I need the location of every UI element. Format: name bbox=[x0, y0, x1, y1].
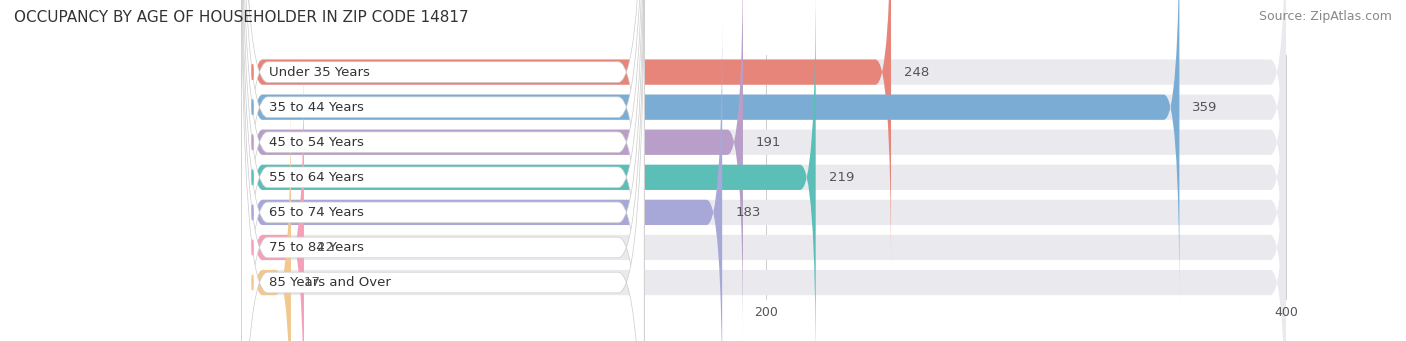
Text: 248: 248 bbox=[904, 65, 929, 78]
Text: OCCUPANCY BY AGE OF HOUSEHOLDER IN ZIP CODE 14817: OCCUPANCY BY AGE OF HOUSEHOLDER IN ZIP C… bbox=[14, 10, 468, 25]
Text: 22: 22 bbox=[316, 241, 335, 254]
FancyBboxPatch shape bbox=[242, 0, 644, 341]
Text: 183: 183 bbox=[735, 206, 761, 219]
Text: 359: 359 bbox=[1192, 101, 1218, 114]
FancyBboxPatch shape bbox=[242, 0, 644, 341]
FancyBboxPatch shape bbox=[247, 0, 1286, 341]
FancyBboxPatch shape bbox=[242, 0, 644, 341]
FancyBboxPatch shape bbox=[247, 15, 1286, 341]
Text: Source: ZipAtlas.com: Source: ZipAtlas.com bbox=[1258, 10, 1392, 23]
FancyBboxPatch shape bbox=[247, 85, 291, 341]
FancyBboxPatch shape bbox=[242, 0, 644, 341]
Text: 55 to 64 Years: 55 to 64 Years bbox=[269, 171, 364, 184]
FancyBboxPatch shape bbox=[247, 0, 1286, 305]
Text: 191: 191 bbox=[756, 136, 782, 149]
FancyBboxPatch shape bbox=[242, 0, 644, 341]
FancyBboxPatch shape bbox=[247, 85, 1286, 341]
FancyBboxPatch shape bbox=[247, 0, 891, 270]
FancyBboxPatch shape bbox=[247, 50, 1286, 341]
Text: 75 to 84 Years: 75 to 84 Years bbox=[269, 241, 364, 254]
Text: 85 Years and Over: 85 Years and Over bbox=[269, 276, 391, 289]
FancyBboxPatch shape bbox=[242, 0, 644, 341]
Text: Under 35 Years: Under 35 Years bbox=[269, 65, 370, 78]
Text: 17: 17 bbox=[304, 276, 321, 289]
FancyBboxPatch shape bbox=[247, 0, 1286, 270]
FancyBboxPatch shape bbox=[242, 0, 644, 341]
Text: 65 to 74 Years: 65 to 74 Years bbox=[269, 206, 364, 219]
FancyBboxPatch shape bbox=[247, 0, 742, 340]
Text: 45 to 54 Years: 45 to 54 Years bbox=[269, 136, 364, 149]
FancyBboxPatch shape bbox=[247, 15, 723, 341]
FancyBboxPatch shape bbox=[247, 0, 1180, 305]
Text: 219: 219 bbox=[828, 171, 853, 184]
Text: 35 to 44 Years: 35 to 44 Years bbox=[269, 101, 364, 114]
FancyBboxPatch shape bbox=[247, 0, 815, 341]
FancyBboxPatch shape bbox=[247, 0, 1286, 340]
FancyBboxPatch shape bbox=[247, 50, 304, 341]
